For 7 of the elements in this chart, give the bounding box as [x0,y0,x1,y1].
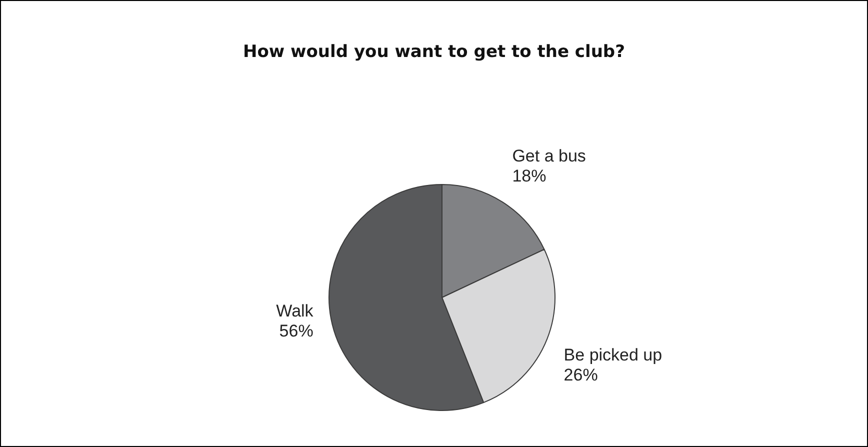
data-label: 26% [564,365,598,384]
data-label: 18% [512,166,546,186]
data-label: 56% [279,322,314,341]
chart-title: How would you want to get to the club? [242,42,626,62]
slice-label: Be picked up [564,345,662,364]
slice-label: Walk [276,302,314,321]
slice-label: Get a bus [512,146,586,166]
